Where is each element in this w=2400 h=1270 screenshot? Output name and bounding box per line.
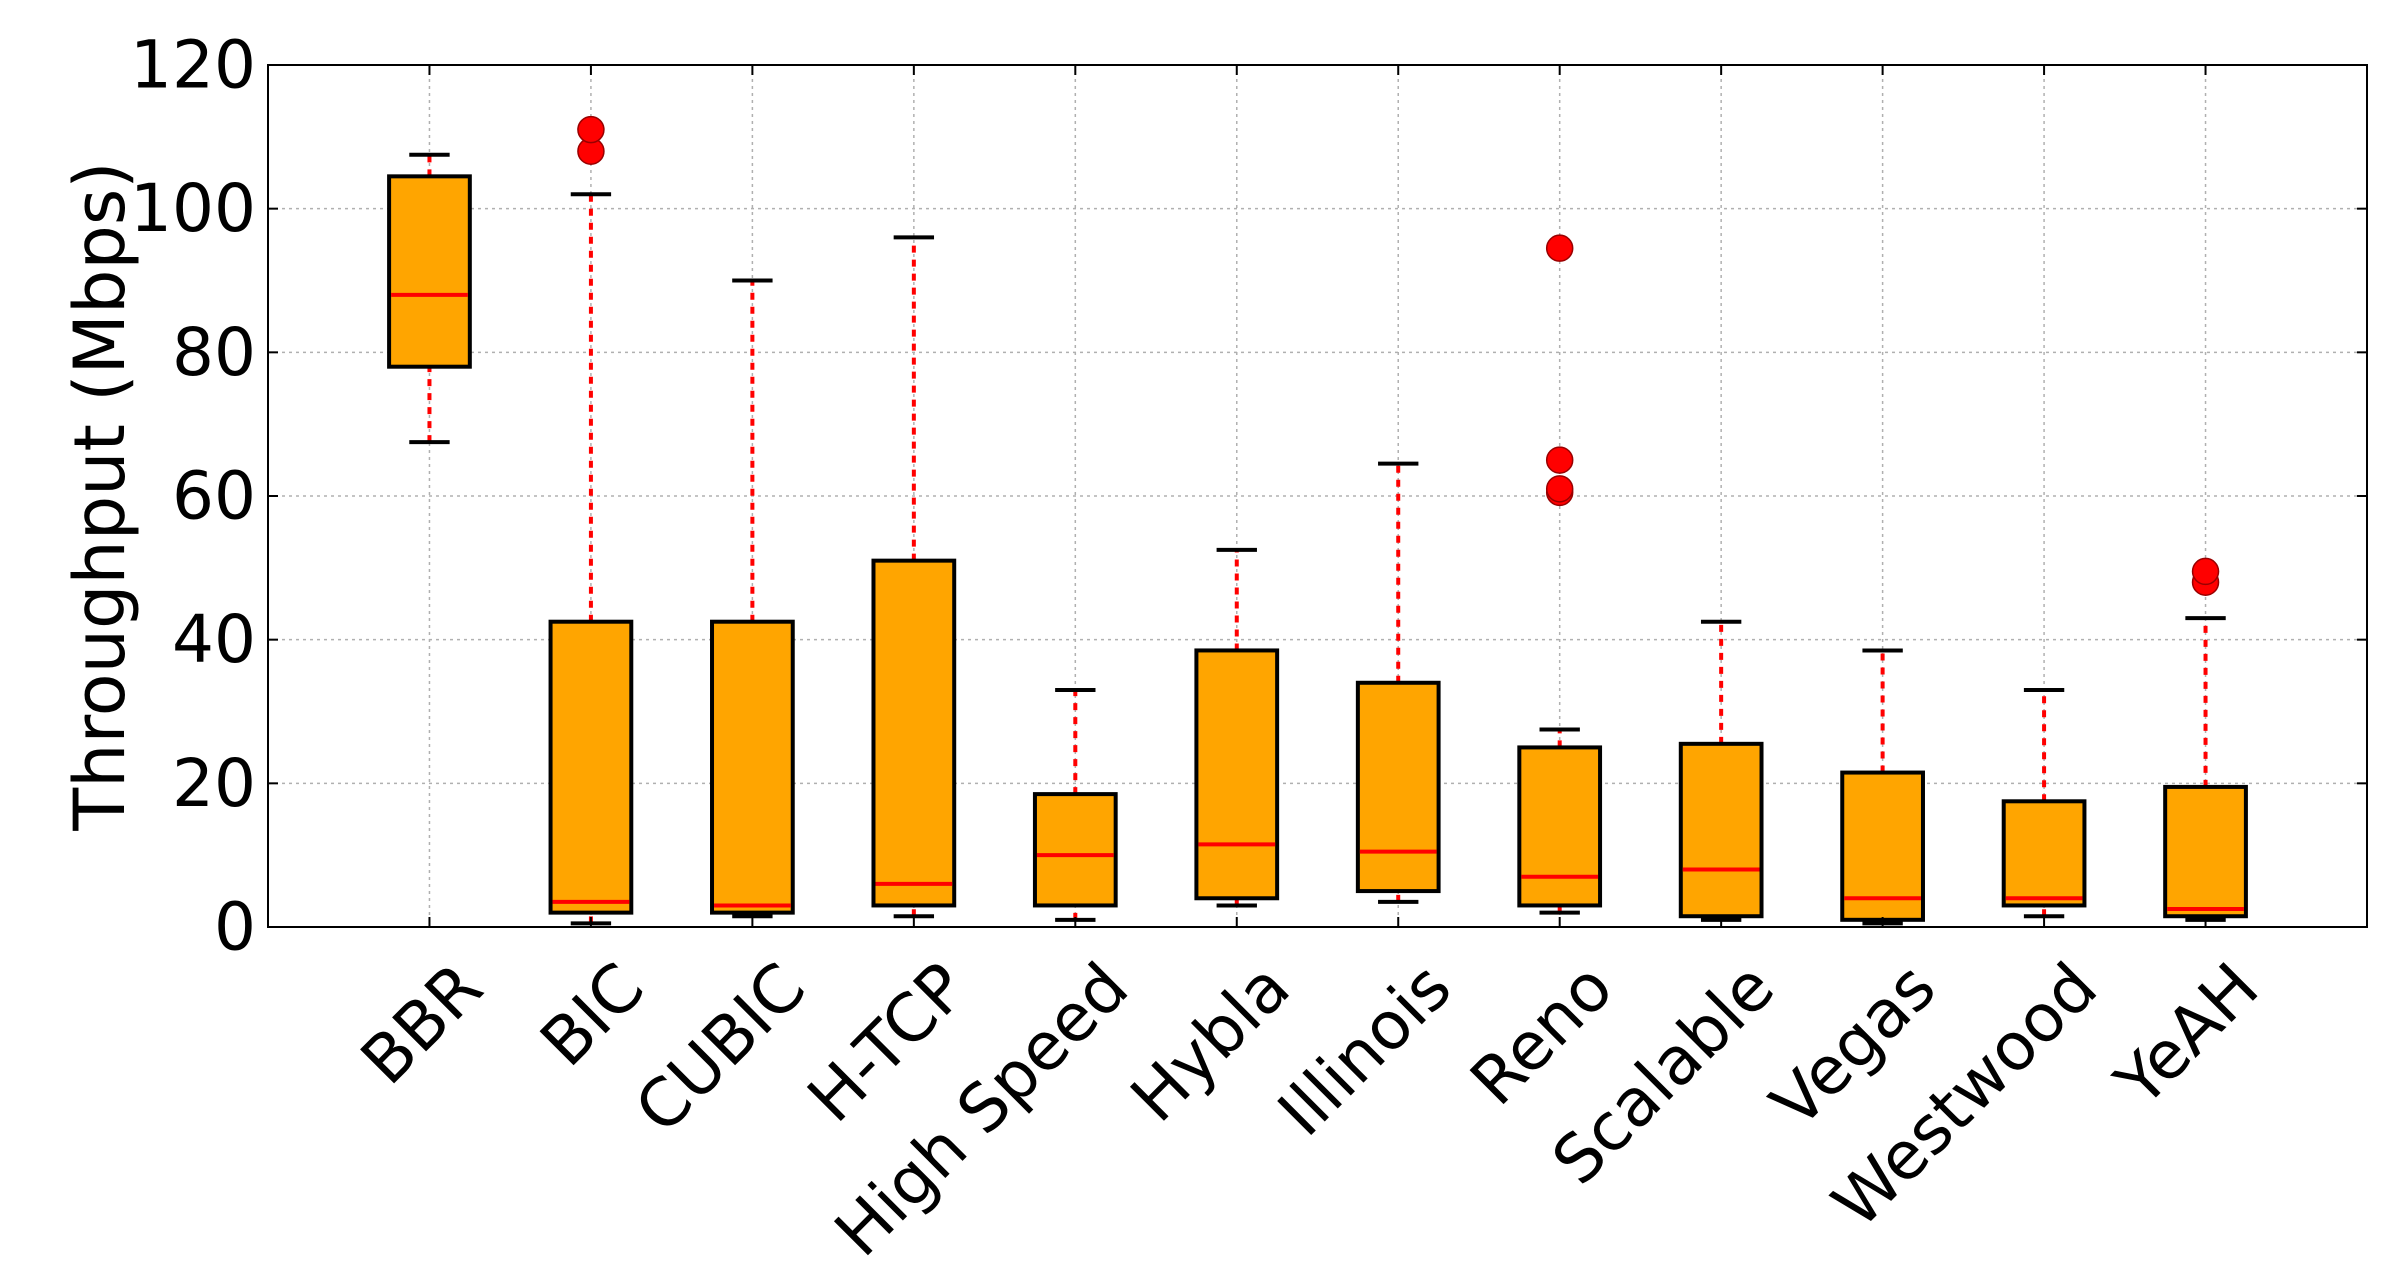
y-tick-label: 40 [172,601,256,678]
box-yeah [2163,557,2248,922]
x-tick-label: BIC [526,948,659,1081]
y-tick-label: 0 [214,889,256,966]
x-tick-label: Illinois [1264,948,1467,1151]
box-high-speed [1032,687,1118,922]
boxes [387,115,2248,926]
box-bic [548,115,634,926]
outlier-point [1545,446,1574,474]
outlier-point [1545,234,1574,262]
outlier-point [1545,475,1574,503]
box-rect [2001,799,2087,908]
x-tick-label: CUBIC [621,948,821,1148]
x-tick-label: YeAH [2100,948,2273,1121]
box-hybla [1194,547,1280,908]
box-rect [1032,792,1118,908]
y-tick-label: 60 [172,458,256,535]
y-axis-label: Throughput (Mbps) [59,161,141,831]
box-rect [871,558,957,908]
x-tick-label: BBR [346,948,497,1099]
outlier-point [2191,557,2220,586]
box-h-tcp [871,235,957,919]
box-rect [1194,648,1280,901]
box-rect [2163,784,2248,919]
box-rect [1678,741,1764,919]
y-tick-label: 80 [172,314,256,391]
box-rect [548,619,634,915]
box-illinois [1355,461,1441,904]
box-rect [710,619,795,915]
box-reno [1517,234,1603,915]
box-vegas [1840,648,1925,926]
box-rect [1517,745,1603,908]
box-cubic [710,278,795,919]
y-tick-label: 120 [130,27,256,104]
box-westwood [2001,687,2087,919]
y-tick-label: 100 [130,170,256,247]
box-bbr [387,152,472,445]
box-rect [387,174,472,369]
box-rect [1355,680,1441,894]
outlier-point [577,115,605,144]
y-tick-label: 20 [172,745,256,822]
y-axis: 0 20 40 60 80 100 120 [130,27,2367,966]
box-scalable [1678,619,1764,922]
